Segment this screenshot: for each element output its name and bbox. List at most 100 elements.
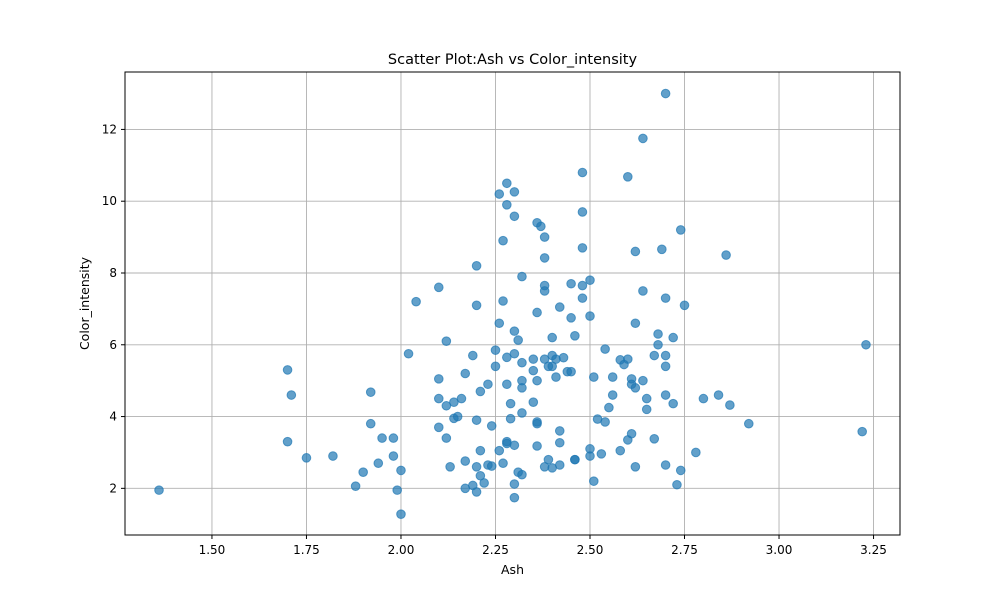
data-point xyxy=(585,451,595,461)
data-point xyxy=(502,178,512,189)
data-point xyxy=(641,393,652,404)
data-point xyxy=(517,408,527,418)
data-point xyxy=(577,280,588,291)
x-tick-label: 2.75 xyxy=(671,543,698,557)
data-point xyxy=(596,449,607,459)
data-point xyxy=(615,445,626,456)
data-point xyxy=(502,352,512,363)
data-point xyxy=(301,453,312,463)
data-point xyxy=(672,479,682,490)
data-point xyxy=(536,221,546,232)
data-point xyxy=(577,243,588,253)
data-point xyxy=(543,454,554,465)
data-point xyxy=(638,286,648,296)
data-point xyxy=(528,354,539,364)
data-point xyxy=(433,282,444,293)
data-point xyxy=(460,456,471,466)
data-point xyxy=(498,235,508,246)
data-point xyxy=(743,418,754,429)
data-point xyxy=(668,398,678,409)
data-point xyxy=(509,479,520,489)
data-point xyxy=(486,461,497,471)
data-point xyxy=(509,211,520,222)
data-point xyxy=(588,372,599,382)
data-point xyxy=(396,509,406,519)
data-point xyxy=(388,451,399,461)
data-point xyxy=(441,433,452,443)
data-point xyxy=(623,172,633,182)
data-point xyxy=(660,361,671,372)
data-point xyxy=(411,296,421,307)
data-point xyxy=(539,232,550,242)
data-point xyxy=(475,386,486,397)
data-point xyxy=(441,336,452,346)
data-point xyxy=(392,485,402,495)
data-point xyxy=(509,187,520,197)
data-point xyxy=(626,428,637,439)
data-point xyxy=(471,300,482,311)
y-tick-label: 12 xyxy=(102,122,117,136)
data-point xyxy=(517,357,527,368)
data-point xyxy=(660,460,671,470)
data-point xyxy=(365,418,376,429)
data-point xyxy=(539,286,550,296)
data-point xyxy=(607,372,618,382)
x-tick-label: 1.75 xyxy=(293,543,320,557)
data-point xyxy=(638,375,648,386)
data-point xyxy=(649,350,660,361)
x-axis-label: Ash xyxy=(501,562,524,577)
data-point xyxy=(630,383,641,393)
y-tick-label: 8 xyxy=(109,266,117,280)
data-point xyxy=(494,445,505,456)
x-tick-label: 3.00 xyxy=(766,543,793,557)
data-point xyxy=(373,458,384,469)
data-point xyxy=(721,250,731,260)
data-point xyxy=(460,368,471,379)
data-point xyxy=(502,199,512,210)
data-point xyxy=(441,400,452,411)
data-point xyxy=(154,485,164,495)
data-point xyxy=(660,88,671,99)
data-point xyxy=(532,307,542,318)
data-point xyxy=(554,437,565,448)
data-point xyxy=(490,361,501,372)
y-tick-label: 10 xyxy=(102,194,117,208)
data-point xyxy=(494,189,505,199)
data-point xyxy=(358,467,368,477)
data-point xyxy=(350,481,361,491)
data-point xyxy=(509,348,520,359)
data-point xyxy=(675,465,686,476)
data-point xyxy=(449,397,459,408)
data-point xyxy=(505,398,516,409)
data-point xyxy=(566,313,576,323)
data-point xyxy=(558,352,569,363)
data-point xyxy=(509,440,520,451)
data-point xyxy=(282,365,293,375)
data-point xyxy=(577,207,588,217)
y-tick-label: 2 xyxy=(109,481,117,495)
data-point xyxy=(498,296,508,306)
data-point xyxy=(513,335,523,345)
data-point xyxy=(433,393,444,404)
data-point xyxy=(725,400,735,410)
data-point xyxy=(588,476,599,486)
data-point xyxy=(570,454,580,465)
data-point xyxy=(679,300,690,311)
data-point xyxy=(585,275,595,285)
data-point xyxy=(396,465,406,476)
data-point xyxy=(365,387,376,397)
data-point xyxy=(486,421,497,431)
data-point xyxy=(433,374,444,384)
data-point xyxy=(456,393,467,404)
x-tick-label: 1.50 xyxy=(199,543,226,557)
data-point xyxy=(471,415,482,425)
x-tick-label: 2.00 xyxy=(388,543,415,557)
data-point xyxy=(566,278,576,289)
data-point xyxy=(600,344,610,354)
data-point xyxy=(498,458,508,469)
data-point xyxy=(471,487,482,497)
data-point xyxy=(286,390,297,400)
x-tick-label: 2.25 xyxy=(482,543,509,557)
data-point xyxy=(328,451,338,461)
data-point xyxy=(471,261,482,271)
